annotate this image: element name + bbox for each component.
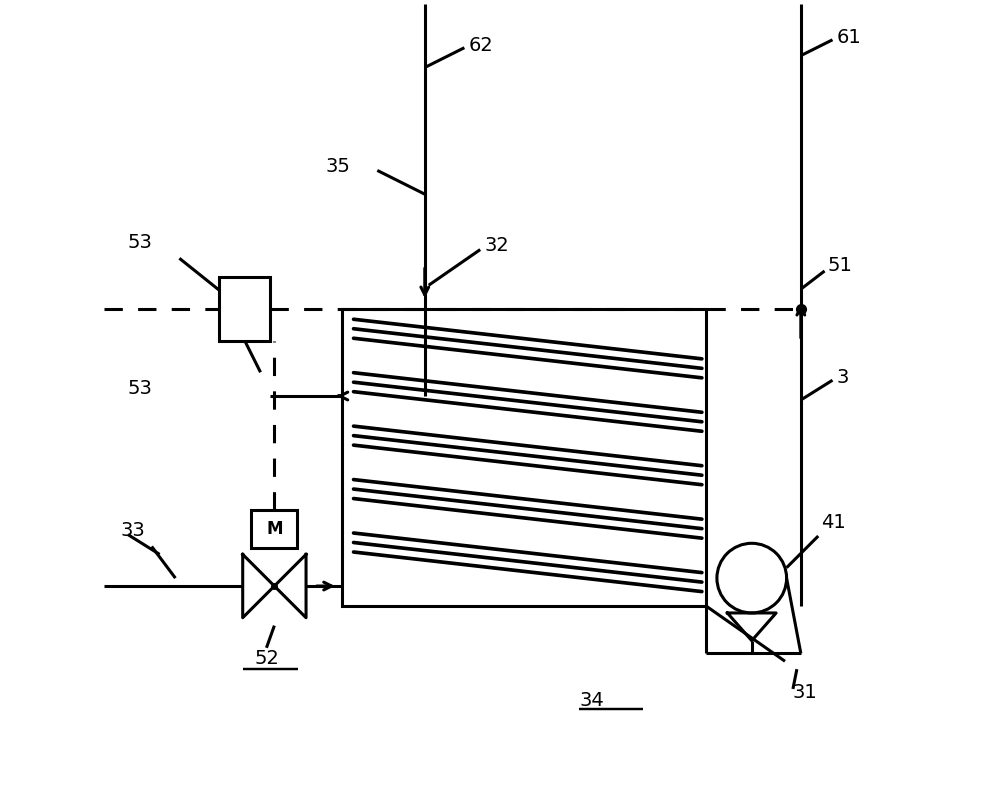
- Text: 53: 53: [128, 233, 153, 252]
- Text: 41: 41: [821, 514, 845, 532]
- Text: 32: 32: [484, 236, 509, 255]
- Text: 62: 62: [468, 36, 493, 55]
- Text: M: M: [266, 520, 283, 538]
- Text: 51: 51: [828, 256, 853, 275]
- Text: 31: 31: [793, 683, 818, 702]
- Text: 52: 52: [254, 650, 279, 668]
- Text: 35: 35: [326, 157, 351, 176]
- Text: 34: 34: [579, 691, 604, 710]
- Text: 61: 61: [836, 28, 861, 47]
- Text: 3: 3: [836, 368, 849, 387]
- Bar: [342, 309, 706, 606]
- Bar: [219, 278, 270, 341]
- Circle shape: [717, 543, 787, 613]
- Polygon shape: [274, 554, 306, 618]
- Polygon shape: [243, 554, 274, 618]
- Text: 53: 53: [128, 378, 153, 398]
- Bar: [251, 510, 297, 548]
- Text: 33: 33: [120, 521, 145, 540]
